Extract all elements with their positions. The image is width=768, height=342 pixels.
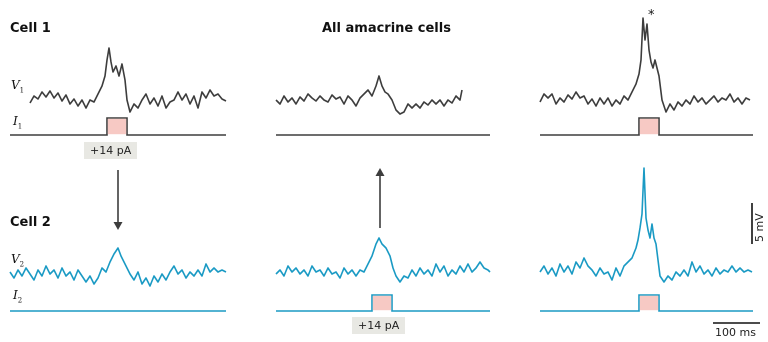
cell1-current-trace-right <box>540 117 753 136</box>
spike-asterisk: * <box>648 8 655 23</box>
v2-label: V2 <box>11 252 25 269</box>
cell2-current-trace-middle <box>276 294 490 312</box>
current-label-middle: +14 pA <box>352 317 406 334</box>
current-pulse-left <box>107 118 127 135</box>
figure-title: All amacrine cells <box>322 21 451 36</box>
up-arrow-icon <box>375 168 385 228</box>
down-arrow-icon <box>113 170 123 230</box>
i2-label: I2 <box>13 288 23 305</box>
current-label-left: +14 pA <box>84 142 138 159</box>
v1-label: V1 <box>11 78 25 95</box>
cell2-voltage-trace-middle <box>275 237 491 283</box>
cell1-current-trace-left <box>10 117 226 136</box>
cell2-label: Cell 2 <box>10 215 51 230</box>
cell2-voltage-trace-right <box>539 167 753 283</box>
cell1-voltage-trace-right <box>539 17 751 113</box>
current-pulse-middle <box>372 295 392 311</box>
cell1-voltage-trace-left <box>29 47 227 113</box>
cell1-voltage-trace-middle <box>275 75 463 115</box>
current-pulse-right-top <box>639 118 659 135</box>
time-scale-label: 100 ms <box>715 326 756 339</box>
current-pulse-right-bottom <box>639 295 659 311</box>
i1-label: I1 <box>13 114 23 131</box>
voltage-scale-label: 5 mV <box>753 213 766 242</box>
cell2-voltage-trace-left <box>9 247 227 287</box>
cell2-current-trace-right <box>540 294 753 312</box>
cell1-label: Cell 1 <box>10 21 51 36</box>
